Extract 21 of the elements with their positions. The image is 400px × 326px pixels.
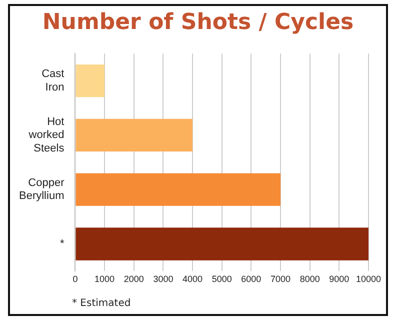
chart-title: Number of Shots / Cycles [41,10,355,35]
x-tick-label: 6000 [241,274,262,284]
x-tick-label: 2000 [124,274,144,284]
y-tick-label: Copper Beryllium [18,177,65,202]
x-tick-label: 4000 [182,274,203,284]
bar [76,173,281,206]
bar [76,118,193,152]
bar [76,228,368,260]
x-tick-label: 0 [72,274,78,284]
x-tick-label: 8000 [300,274,320,284]
y-tick-label: Cast Iron [42,68,64,94]
x-tick-label: 3000 [153,274,174,284]
y-tick-label: * [60,238,65,250]
x-tick-label: 1000 [94,274,115,284]
x-tick-label: 10000 [356,274,381,284]
y-tick-label: Hot worked Steels [28,116,65,154]
bar [76,64,105,98]
x-tick-label: 5000 [212,274,232,284]
x-tick-label: 7000 [270,274,291,284]
text: * Estimated [72,298,131,309]
x-tick-label: 9000 [329,274,350,284]
